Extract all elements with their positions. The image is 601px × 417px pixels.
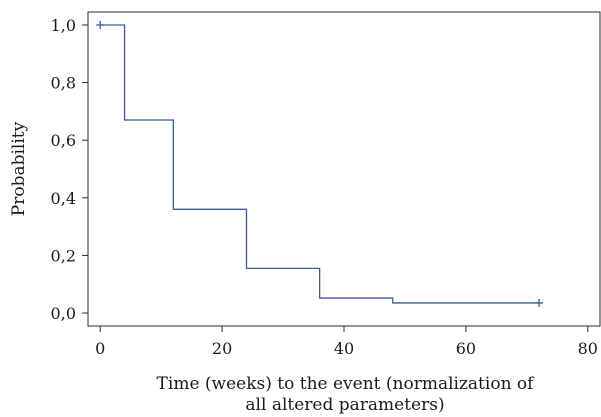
censor-mark xyxy=(96,20,105,29)
y-tick-label: 1,0 xyxy=(51,16,76,35)
x-tick-label: 80 xyxy=(578,339,598,358)
y-tick-label: 0,6 xyxy=(51,131,76,150)
x-axis-title-line-1: Time (weeks) to the event (normalization… xyxy=(157,374,536,394)
censor-mark xyxy=(535,298,544,307)
y-tick-label: 0,2 xyxy=(51,246,76,265)
series-group xyxy=(96,20,544,307)
x-axis-title-line-2: all altered parameters) xyxy=(245,395,444,415)
x-tick-label: 60 xyxy=(456,339,476,358)
x-tick-label: 40 xyxy=(334,339,354,358)
survival-step-line xyxy=(100,24,540,304)
x-tick-label: 20 xyxy=(212,339,232,358)
x-axis: 0 20 40 60 80 xyxy=(95,326,598,358)
y-axis: 0,0 0,2 0,4 0,6 0,8 1,0 xyxy=(51,16,88,323)
x-tick-label: 0 xyxy=(95,339,105,358)
y-tick-label: 0,8 xyxy=(51,74,76,93)
y-tick-label: 0,0 xyxy=(51,304,76,323)
y-axis-title: Probability xyxy=(9,121,29,216)
plot-frame xyxy=(87,11,601,327)
y-tick-label: 0,4 xyxy=(51,189,76,208)
